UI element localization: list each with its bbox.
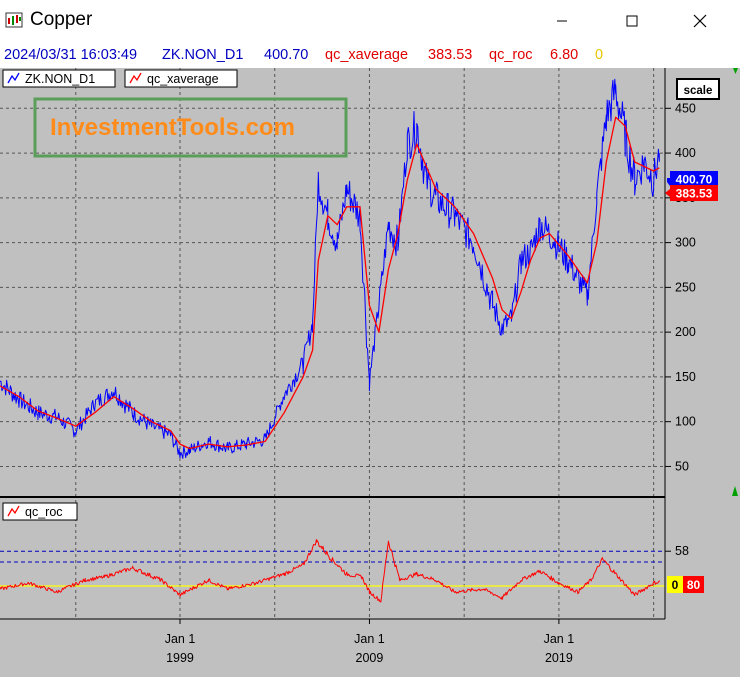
legend-average-swatch-icon [129,72,142,84]
scale-button-box [676,78,720,100]
legend-roc-swatch-icon [7,505,20,517]
y-tick-label: 450 [675,101,696,115]
average-value: 383.53 [428,47,473,63]
y-tick-label: 300 [675,236,696,250]
roc-series-line [0,539,660,603]
window-titlebar: Copper [0,0,740,42]
series-layer [0,78,660,603]
y-tick-label: 200 [675,325,696,339]
x-tick-label: Jan 1 [165,632,196,646]
average-series-line [0,116,660,450]
y-tick-label: 150 [675,370,696,384]
symbol-name: ZK.NON_D1 [162,47,244,63]
x-tick-label: 2009 [356,651,384,665]
x-tick-label: Jan 1 [544,632,575,646]
legend-price-swatch-icon [7,72,20,84]
roc-value: 6.80 [550,47,579,63]
watermark: InvestmentTools.com [33,97,348,158]
maximize-button[interactable] [612,6,652,36]
price-series-line [0,78,660,459]
legend-average[interactable]: qc_xaverage [124,69,238,88]
legend-roc-box [2,502,78,521]
price-current-label: 400.70 [676,173,713,187]
legend-roc[interactable]: qc_roc [2,502,78,521]
watermark-text: InvestmentTools.com [50,114,295,141]
watermark-frame [33,97,348,158]
quote-infobar: 2024/03/31 16:03:49 ZK.NON_D1 400.70 qc_… [0,42,740,68]
average-current-label: 383.53 [676,187,713,201]
maximize-icon [626,15,638,27]
y-tick-label: 50 [675,459,689,473]
legend-roc-label: qc_roc [25,505,63,519]
chart-area: Jan 1 1999 Jan 1 2009 Jan 1 2019 50 100 150 200 25… [0,68,740,677]
x-tick-label: 1999 [166,651,194,665]
grid-layer [0,68,665,619]
roc-y-tick-label: 58 [675,544,689,558]
window-title: Copper [30,9,93,30]
y-tick-label: 100 [675,415,696,429]
legend-average-box [124,69,238,88]
x-tick-label: Jan 1 [354,632,385,646]
roc-name: qc_roc [489,47,533,63]
price-tag-box [670,171,718,187]
scroll-up-marker-icon[interactable] [733,68,738,74]
y-tick-label: 400 [675,146,696,160]
average-name: qc_xaverage [325,47,409,63]
close-button[interactable] [680,6,720,36]
scale-button[interactable]: scale [676,78,720,100]
quote-datetime: 2024/03/31 16:03:49 [4,47,138,63]
minimize-button[interactable] [542,6,582,36]
legend-price-label: ZK.NON_D1 [25,72,95,86]
legend-price-box [2,69,116,88]
minimize-icon [557,20,567,22]
symbol-value: 400.70 [264,47,309,63]
scroll-down-marker-icon[interactable] [732,486,738,496]
scale-button-label: scale [684,85,713,97]
chart-svg[interactable]: Jan 1 1999 Jan 1 2009 Jan 1 2019 50 100 150 200 25… [0,68,740,677]
close-icon [693,14,707,28]
price-tags: 400.70 383.53 0 80 [665,171,718,593]
zero-tag-box [667,576,683,593]
roc-current-label: 80 [687,578,701,592]
y-tick-label: 250 [675,280,696,294]
x-tick-label: 2019 [545,651,573,665]
zero-current-label: 0 [672,578,679,592]
legend-average-label: qc_xaverage [147,72,219,86]
zero-value: 0 [595,47,604,63]
legend-price[interactable]: ZK.NON_D1 [2,69,116,88]
average-tag-box [670,185,718,201]
chart-app-icon [5,12,23,28]
roc-tag-box [683,576,704,593]
